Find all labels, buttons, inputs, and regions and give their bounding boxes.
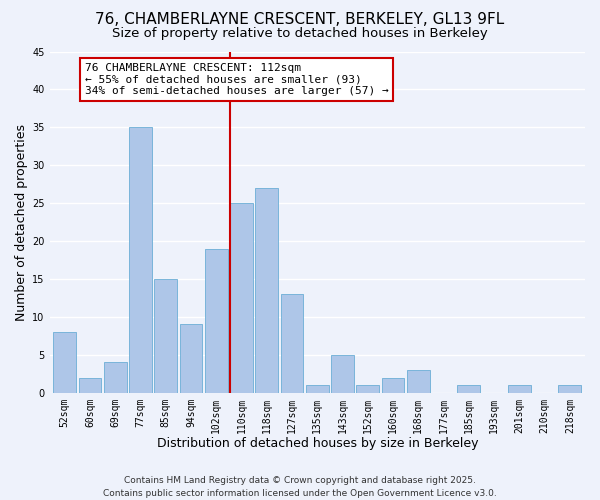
Text: Size of property relative to detached houses in Berkeley: Size of property relative to detached ho…	[112, 28, 488, 40]
Bar	[53, 332, 76, 392]
Bar	[230, 203, 253, 392]
Text: Contains HM Land Registry data © Crown copyright and database right 2025.
Contai: Contains HM Land Registry data © Crown c…	[103, 476, 497, 498]
Bar	[382, 378, 404, 392]
Bar	[306, 385, 329, 392]
Y-axis label: Number of detached properties: Number of detached properties	[15, 124, 28, 320]
Bar	[331, 355, 354, 393]
Bar	[79, 378, 101, 392]
Bar	[154, 279, 177, 392]
Bar	[179, 324, 202, 392]
Bar	[104, 362, 127, 392]
Bar	[508, 385, 530, 392]
Bar	[407, 370, 430, 392]
Bar	[256, 188, 278, 392]
Bar	[559, 385, 581, 392]
Bar	[205, 248, 227, 392]
Bar	[356, 385, 379, 392]
Bar	[129, 128, 152, 392]
Bar	[457, 385, 480, 392]
Text: 76, CHAMBERLAYNE CRESCENT, BERKELEY, GL13 9FL: 76, CHAMBERLAYNE CRESCENT, BERKELEY, GL1…	[95, 12, 505, 28]
Text: 76 CHAMBERLAYNE CRESCENT: 112sqm
← 55% of detached houses are smaller (93)
34% o: 76 CHAMBERLAYNE CRESCENT: 112sqm ← 55% o…	[85, 63, 389, 96]
X-axis label: Distribution of detached houses by size in Berkeley: Distribution of detached houses by size …	[157, 437, 478, 450]
Bar	[281, 294, 304, 392]
